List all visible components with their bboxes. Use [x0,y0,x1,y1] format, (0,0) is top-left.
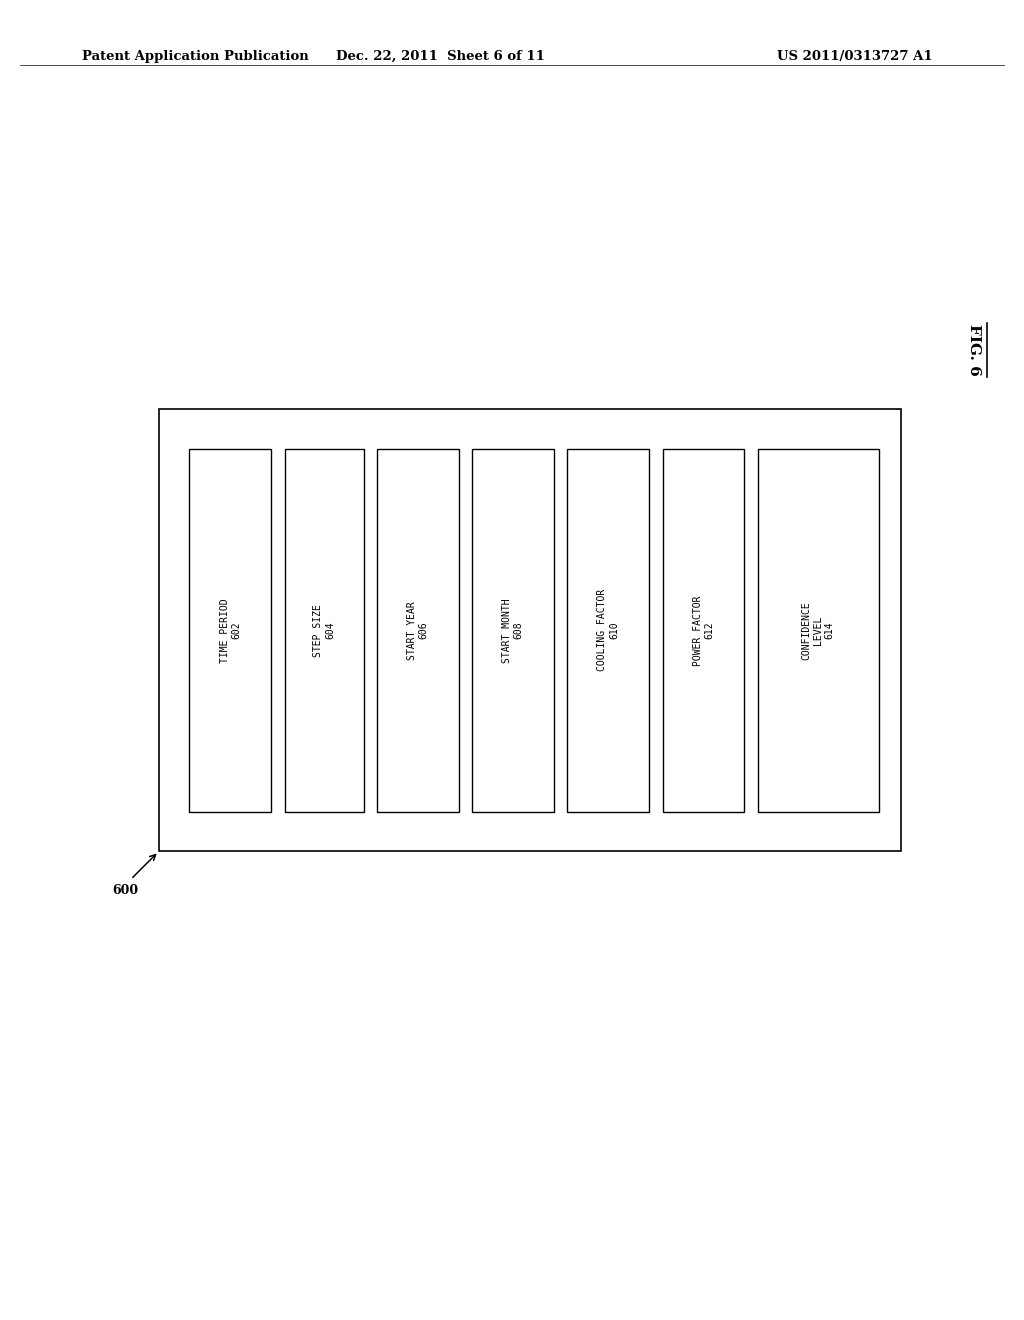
Text: Patent Application Publication: Patent Application Publication [82,50,308,63]
Text: CONFIDENCE
LEVEL
614: CONFIDENCE LEVEL 614 [802,601,835,660]
Bar [472,449,554,812]
Text: COOLING FACTOR
610: COOLING FACTOR 610 [597,589,620,672]
Text: TIME PERIOD
602: TIME PERIOD 602 [219,598,242,663]
Bar [285,449,364,812]
Bar [159,409,901,851]
Text: START MONTH
608: START MONTH 608 [502,598,524,663]
Text: Dec. 22, 2011  Sheet 6 of 11: Dec. 22, 2011 Sheet 6 of 11 [336,50,545,63]
Bar [567,449,649,812]
Text: US 2011/0313727 A1: US 2011/0313727 A1 [777,50,933,63]
Text: 600: 600 [113,884,139,898]
Bar [758,449,879,812]
Bar [377,449,459,812]
Bar [189,449,271,812]
Text: FIG. 6: FIG. 6 [967,323,981,376]
Text: START YEAR
606: START YEAR 606 [407,601,429,660]
Bar [663,449,744,812]
Text: POWER FACTOR
612: POWER FACTOR 612 [692,595,715,665]
Text: STEP SIZE
604: STEP SIZE 604 [313,603,335,657]
